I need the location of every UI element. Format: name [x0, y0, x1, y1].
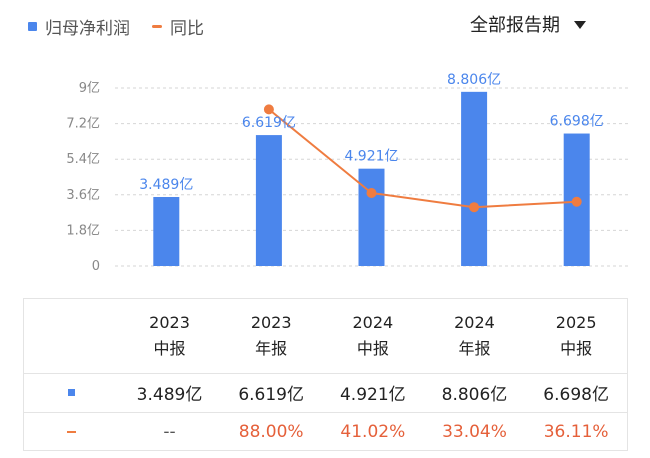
bar-series-marker-icon — [67, 389, 75, 396]
bar — [461, 91, 488, 267]
table-cell: 4.921亿 — [339, 385, 406, 405]
legend-line-swatch-icon — [152, 25, 162, 28]
header-period: 年报 — [255, 339, 288, 358]
legend-label-profit: 归母净利润 — [45, 19, 130, 39]
data-table: 2023 中报 2023 年报 2024 中报 2024 年报 2025 中报 — [23, 298, 628, 451]
y-tick-label: 0 — [92, 259, 100, 274]
y-axis-ticks: 0 1.8亿 3.6亿 5.4亿 7.2亿 9亿 — [66, 81, 100, 274]
table-header-row: 2023 中报 2023 年报 2024 中报 2024 年报 2025 中报 — [24, 299, 627, 374]
bar-value-labels: 3.489亿 6.619亿 4.921亿 8.806亿 6.698亿 — [139, 72, 603, 193]
header-year: 2024 — [454, 313, 495, 332]
header-cell: 2023 中报 — [119, 299, 221, 373]
period-selector-value: 全部报告期 — [470, 15, 560, 36]
table-cell: 8.806亿 — [441, 385, 508, 405]
header-year: 2024 — [352, 313, 394, 332]
period-selector-dropdown[interactable]: 全部报告期 — [470, 11, 586, 37]
header-year: 2023 — [250, 313, 292, 332]
bar — [255, 135, 282, 266]
legend-item-profit[interactable]: 归母净利润 — [28, 14, 130, 39]
legend-bar-swatch-icon — [28, 22, 37, 31]
yoy-line — [268, 108, 577, 209]
table-cell: 6.698亿 — [543, 385, 609, 405]
row-marker-cell — [24, 373, 119, 412]
table-cell: 88.00% — [238, 421, 304, 442]
bar — [358, 168, 385, 266]
legend-label-yoy: 同比 — [170, 19, 204, 39]
yoy-point — [366, 187, 377, 198]
header-period: 中报 — [560, 339, 593, 358]
header-period: 中报 — [153, 339, 186, 358]
header-period: 中报 — [356, 339, 389, 358]
y-tick-label: 9亿 — [79, 81, 100, 96]
bar-value-label: 4.921亿 — [344, 149, 398, 165]
table-cell: 3.489亿 — [136, 385, 203, 405]
table-row-profit: 3.489亿 6.619亿 4.921亿 8.806亿 6.698亿 — [24, 373, 627, 413]
row-marker-cell — [24, 412, 119, 451]
bar-value-label: 6.619亿 — [242, 115, 296, 131]
caret-down-icon — [574, 21, 586, 29]
legend-item-yoy[interactable]: 同比 — [152, 14, 204, 39]
header-cell: 2024 中报 — [322, 299, 424, 373]
yoy-point — [571, 196, 582, 207]
header-corner-cell — [24, 299, 119, 373]
header-period: 年报 — [458, 339, 491, 358]
bar — [153, 196, 180, 266]
yoy-point — [469, 202, 480, 213]
yoy-point — [263, 104, 274, 115]
table-cell: 6.619亿 — [238, 385, 304, 405]
line-series-marker-icon — [66, 430, 76, 433]
header-cell: 2025 中报 — [525, 299, 627, 373]
table-row-yoy: -- 88.00% 41.02% 33.04% 36.11% — [24, 412, 627, 451]
table-cell: 41.02% — [340, 421, 406, 442]
y-tick-label: 3.6亿 — [66, 188, 100, 203]
y-tick-label: 5.4亿 — [66, 152, 100, 167]
bar-line-chart: 0 1.8亿 3.6亿 5.4亿 7.2亿 9亿 3.489亿 6.619亿 4.921亿 8.… — [66, 72, 628, 274]
header-year: 2023 — [149, 313, 190, 332]
header-cell: 2023 年报 — [220, 299, 322, 373]
header-cell: 2024 年报 — [424, 299, 526, 373]
table-cell: 36.11% — [543, 421, 609, 442]
table-cell: 33.04% — [442, 421, 507, 442]
y-tick-label: 7.2亿 — [66, 117, 100, 132]
line-series — [263, 104, 582, 213]
table-cell: -- — [163, 421, 176, 442]
header-year: 2025 — [555, 313, 597, 332]
bar-value-label: 6.698亿 — [550, 114, 604, 130]
bar-value-label: 8.806亿 — [447, 72, 501, 88]
bar-series — [153, 91, 590, 267]
bar-value-label: 3.489亿 — [139, 177, 193, 193]
y-tick-label: 1.8亿 — [66, 223, 100, 238]
grid-layer — [115, 87, 628, 267]
